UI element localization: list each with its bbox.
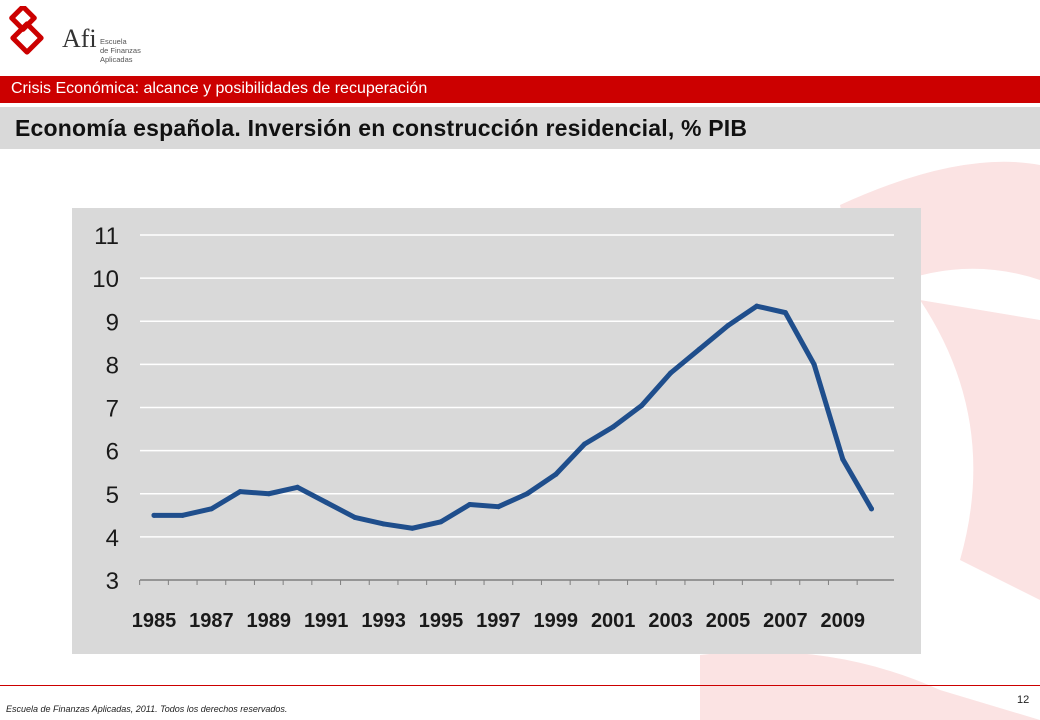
footer-divider [0, 685, 1040, 686]
logo-name: Afi [62, 24, 97, 53]
logo-subtitle-line: Escuela [100, 37, 127, 46]
x-tick-label: 2007 [763, 610, 808, 632]
y-tick-label: 11 [94, 223, 119, 250]
y-tick-label: 4 [106, 525, 119, 552]
x-tick-label: 1991 [304, 610, 349, 632]
logo-subtitle-line: Aplicadas [100, 55, 133, 64]
data-point [151, 512, 157, 518]
data-point [840, 456, 846, 462]
data-point [467, 502, 473, 508]
x-tick-label: 1989 [247, 610, 291, 632]
x-tick-label: 1987 [189, 610, 234, 632]
data-point [524, 491, 530, 497]
data-point [668, 370, 674, 376]
x-tick-label: 2009 [821, 610, 866, 632]
title-bar: Economía española. Inversión en construc… [0, 107, 1040, 149]
y-tick-label: 6 [106, 439, 119, 466]
y-tick-label: 10 [92, 266, 119, 293]
x-tick-label: 1993 [361, 610, 406, 632]
logo: Afi Escuela de Finanzas Aplicadas [6, 6, 146, 66]
data-point [381, 521, 387, 527]
x-tick-label: 2003 [648, 610, 693, 632]
data-point [582, 441, 587, 447]
data-point [696, 346, 702, 352]
data-point [610, 424, 616, 430]
y-tick-label: 3 [106, 568, 119, 595]
data-point [208, 506, 214, 512]
data-point [352, 514, 358, 520]
data-point [869, 506, 874, 512]
data-point [553, 471, 559, 477]
y-tick-label: 8 [106, 352, 119, 379]
data-point [782, 310, 788, 316]
page-number: 12 [1017, 694, 1030, 706]
x-tick-label: 1995 [419, 610, 464, 632]
data-point [639, 402, 645, 408]
section-bar: Crisis Económica: alcance y posibilidade… [0, 76, 1040, 103]
data-point [295, 484, 300, 490]
data-point [811, 361, 817, 367]
x-tick-label: 2005 [706, 610, 751, 632]
y-tick-label: 9 [106, 309, 119, 336]
data-point [725, 323, 731, 329]
x-tick-label: 1997 [476, 610, 521, 632]
data-point [266, 491, 272, 497]
section-title: Crisis Económica: alcance y posibilidade… [11, 80, 428, 97]
x-tick-label: 1985 [132, 610, 177, 632]
x-tick-label: 1999 [534, 610, 579, 632]
logo-subtitle-line: de Finanzas [100, 46, 141, 55]
data-point [180, 512, 186, 518]
y-tick-label: 7 [106, 396, 119, 423]
chart-panel: 3 4 5 6 7 8 9 10 11 1985 1987 1989 1991 1993 1995 1997 1… [72, 208, 921, 654]
data-point [237, 489, 243, 495]
logo-subtitle: Escuela de Finanzas Aplicadas [100, 37, 160, 64]
line-chart: 3 4 5 6 7 8 9 10 11 1985 1987 1989 1991 1993 1995 1997 1… [92, 223, 894, 632]
logo-mark-icon [9, 6, 44, 55]
data-point [754, 303, 760, 309]
data-point [438, 519, 444, 525]
background-arc-right [920, 300, 1040, 600]
series-line [151, 303, 874, 531]
x-tick-label: 2001 [591, 610, 636, 632]
page-title: Economía española. Inversión en construc… [15, 115, 748, 141]
y-tick-label: 5 [106, 482, 119, 509]
data-point [323, 499, 329, 505]
data-point [495, 504, 501, 510]
footer-copyright: Escuela de Finanzas Aplicadas, 2011. Tod… [6, 704, 288, 714]
data-point [409, 525, 415, 531]
